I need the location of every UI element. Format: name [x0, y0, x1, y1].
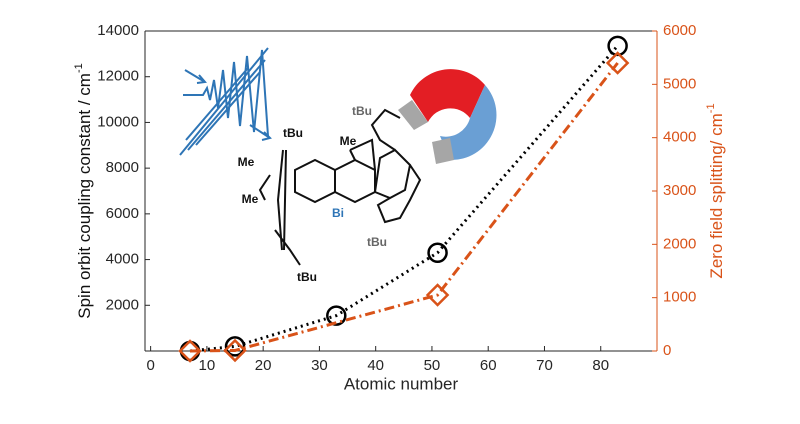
y-tick-label: 8000	[106, 159, 139, 176]
x-tick-label: 30	[311, 357, 328, 374]
annotation: tBu	[283, 126, 303, 140]
y2-axis-label-sup: -1	[705, 103, 717, 113]
x-tick-label: 60	[480, 357, 497, 374]
wave-illustration	[179, 47, 272, 156]
marker	[605, 51, 630, 75]
y2-tick-label: 0	[663, 342, 671, 359]
annotation: tBu	[297, 270, 317, 284]
marker	[425, 283, 450, 307]
y2-tick-label: 3000	[663, 182, 696, 199]
y-axis-label: Spin orbit coupling constant / cm-1	[73, 63, 95, 318]
y2-tick-label: 6000	[663, 22, 696, 39]
y-tick-label: 12000	[97, 68, 139, 85]
x-axis-label: Atomic number	[344, 374, 459, 393]
marker	[178, 339, 202, 363]
series-line	[189, 44, 619, 353]
y2-tick-label: 4000	[663, 129, 696, 146]
x-tick-label: 0	[146, 357, 154, 374]
y2-tick-label: 2000	[663, 235, 696, 252]
y-tick-label: 2000	[106, 296, 139, 313]
y2-axis-label: Zero field splitting/ cm-1	[705, 103, 727, 278]
annotation: tBu	[352, 104, 372, 118]
annotation: tBu	[367, 235, 387, 249]
y-tick-label: 4000	[106, 251, 139, 268]
x-tick-label: 50	[424, 357, 441, 374]
marker	[326, 305, 347, 326]
y2-tick-label: 5000	[663, 75, 696, 92]
marker	[607, 35, 628, 57]
molecule-illustration	[258, 108, 422, 266]
y-tick-label: 10000	[97, 113, 139, 130]
marker	[224, 336, 246, 357]
annotation: Bi	[332, 206, 344, 220]
x-tick-label: 20	[255, 357, 272, 374]
y-axis-label-sup: -1	[73, 63, 85, 73]
y2-axis-label-text: Zero field splitting/ cm	[707, 113, 726, 278]
x-tick-label: 40	[367, 357, 384, 374]
y-tick-label: 6000	[106, 205, 139, 222]
annotation: Me	[340, 134, 357, 148]
y-axis-label-text: Spin orbit coupling constant / cm	[75, 73, 94, 319]
annotation: Me	[238, 155, 255, 169]
series-line	[189, 62, 619, 353]
marker	[223, 338, 247, 363]
annotation: Me	[242, 192, 259, 206]
x-tick-label: 70	[536, 357, 553, 374]
x-tick-label: 10	[199, 357, 216, 374]
y-tick-label: 14000	[97, 22, 139, 39]
magnet-illustration	[398, 69, 497, 164]
marker	[427, 242, 448, 263]
y2-tick-label: 1000	[663, 289, 696, 306]
x-tick-label: 80	[592, 357, 609, 374]
